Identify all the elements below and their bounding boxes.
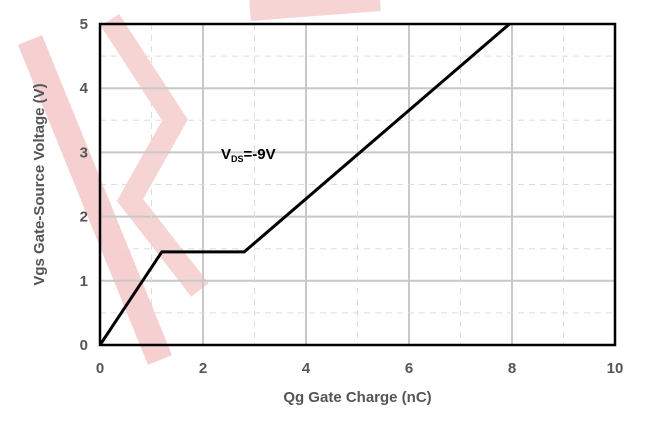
- vds-annotation-rest: =-9V: [244, 146, 276, 163]
- y-tick-label: 1: [80, 273, 88, 290]
- vds-annotation-sub: DS: [231, 154, 244, 164]
- y-axis-label: Vgs Gate-Source Voltage (V): [31, 83, 48, 285]
- x-tick-label: 8: [508, 360, 516, 377]
- y-tick-label: 4: [80, 80, 89, 97]
- series-line-vds-9v: [100, 24, 509, 345]
- y-tick-label: 0: [80, 337, 88, 354]
- y-tick-label: 5: [80, 16, 88, 33]
- x-tick-label: 10: [607, 360, 624, 377]
- y-tick-label: 3: [80, 144, 88, 161]
- grid-lines: [100, 24, 615, 345]
- x-tick-label: 2: [199, 360, 207, 377]
- tick-labels: 0 2 4 6 8 10 0 1 2 3 4 5: [80, 16, 624, 377]
- series-layer: [100, 24, 510, 345]
- x-axis-label: Qg Gate Charge (nC): [283, 389, 431, 406]
- watermark-stroke: [250, 0, 380, 10]
- vds-annotation: VDS=-9V: [221, 146, 276, 164]
- x-tick-label: 0: [96, 360, 104, 377]
- y-tick-label: 2: [80, 209, 88, 226]
- x-tick-label: 6: [405, 360, 413, 377]
- x-tick-label: 4: [302, 360, 311, 377]
- vds-annotation-main: V: [221, 146, 231, 163]
